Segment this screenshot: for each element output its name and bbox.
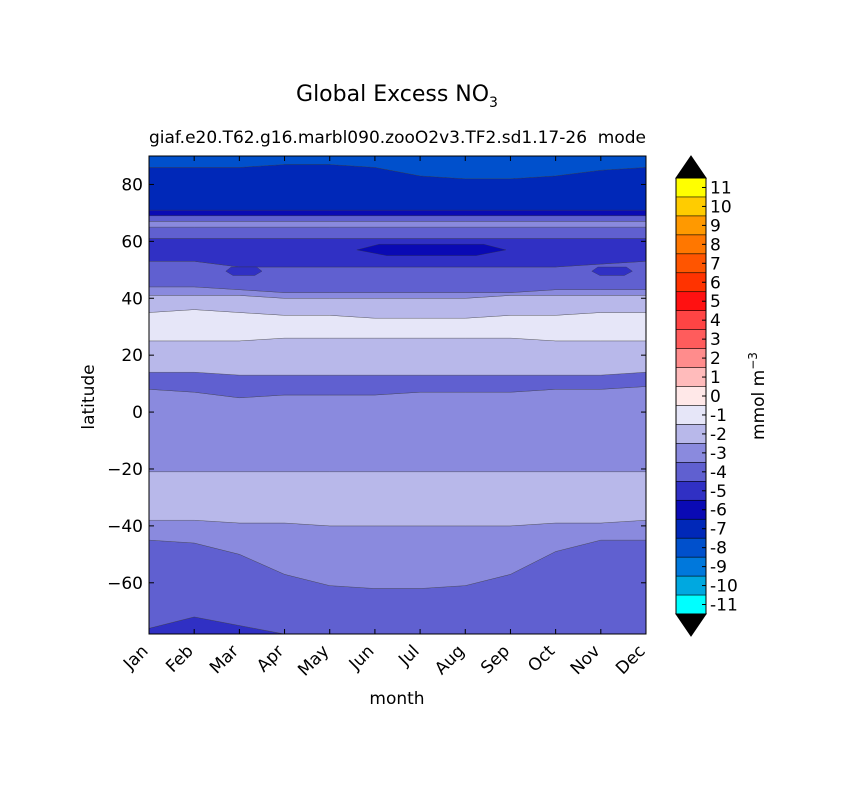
- contour-band-subtropical-north-low: [148, 337, 647, 376]
- contour-patches: [225, 243, 633, 276]
- colorbar-under-arrow: [675, 613, 707, 637]
- x-tick-label: Sep: [477, 641, 514, 678]
- contour-patch-subpolar-spring-lens: [225, 266, 263, 276]
- colorbar-tick-label: 11: [710, 178, 732, 198]
- chart-subtitle-left: giaf.e20.T62.g16.marbl090.zooO2v3.TF2.sd…: [149, 128, 587, 148]
- colorbar-tick-label: 3: [710, 330, 721, 350]
- contour-band-subarctic-transition: [148, 221, 647, 228]
- colorbar-swatch: [675, 424, 707, 444]
- x-tick-label: Jul: [394, 641, 423, 670]
- colorbar-tick-label: -5: [710, 482, 727, 502]
- colorbar-tick-label: -8: [710, 539, 727, 559]
- colorbar-tick-label: 0: [710, 387, 721, 407]
- colorbar-tick-label: 7: [710, 254, 721, 274]
- contour-band-subpolar-upper: [148, 226, 647, 239]
- colorbar-swatch: [675, 215, 707, 236]
- x-tick-label: Aug: [431, 641, 469, 679]
- colorbar-tick-label: 1: [710, 368, 721, 388]
- colorbar-swatch: [675, 272, 707, 293]
- colorbar-tick-label: -9: [710, 558, 727, 578]
- colorbar-tick-label: 5: [710, 292, 721, 312]
- contour-band-subarctic-strip: [148, 209, 647, 217]
- colorbar-swatch: [675, 196, 707, 217]
- y-tick-label: 80: [121, 175, 143, 195]
- colorbar-swatch: [675, 310, 707, 331]
- colorbar-swatch: [675, 499, 707, 520]
- colorbar-swatch: [675, 462, 707, 482]
- y-axis-label: latitude: [79, 364, 99, 429]
- y-tick-label: 60: [121, 232, 143, 252]
- colorbar-label: mmol m−3: [746, 352, 769, 440]
- x-tick-label: Mar: [206, 641, 243, 678]
- plot-frame: [148, 155, 647, 635]
- x-axis-label: month: [369, 689, 424, 709]
- colorbar-label-text: mmol m: [749, 370, 769, 440]
- y-tick-label: 0: [132, 403, 143, 423]
- colorbar-tick-label: 9: [710, 216, 721, 236]
- contour-band-subtropical-south: [148, 471, 647, 527]
- colorbar-swatch: [675, 367, 707, 388]
- colorbar-swatch: [675, 405, 707, 426]
- colorbar-tick-label: 10: [710, 197, 732, 217]
- x-tick-label: Feb: [162, 641, 197, 676]
- colorbar-swatch: [675, 518, 707, 539]
- colorbar-swatch: [675, 594, 707, 615]
- colorbar-swatch: [675, 537, 707, 558]
- x-tick-label: Dec: [612, 641, 649, 678]
- colorbar-label-superscript: −3: [746, 352, 760, 370]
- colorbar-swatch: [675, 177, 707, 198]
- colorbar-tick-label: 4: [710, 311, 721, 331]
- colorbar-swatch: [675, 386, 707, 407]
- chart-title: Global Excess NO3: [296, 82, 498, 111]
- contour-patch-june-core-minimum: [356, 243, 506, 256]
- x-tick-label: Jun: [345, 641, 379, 675]
- colorbar-tick-label: 8: [710, 235, 721, 255]
- colorbar-swatch: [675, 253, 707, 274]
- x-tick-label: Apr: [253, 641, 288, 676]
- chart-title-text: Global Excess NO: [296, 82, 489, 107]
- y-tick-label: 20: [121, 346, 143, 366]
- colorbar-tick-label: -4: [710, 463, 727, 483]
- colorbar-swatch: [675, 443, 707, 463]
- contour-band-subarctic-low: [148, 215, 647, 222]
- colorbar-swatch: [675, 291, 707, 312]
- y-tick-label: −20: [107, 460, 143, 480]
- colorbar-swatch: [675, 575, 707, 596]
- x-tick-label: Oct: [524, 641, 559, 676]
- contour-patch-subpolar-autumn-lens: [591, 266, 633, 276]
- colorbar-swatch: [675, 556, 707, 577]
- colorbar-tick-label: -6: [710, 501, 727, 521]
- y-tick-label: 40: [121, 289, 143, 309]
- colorbar-swatch: [675, 329, 707, 350]
- colorbar-swatches: [675, 177, 707, 615]
- colorbar-swatch: [675, 234, 707, 255]
- colorbar-tick-label: -3: [710, 444, 727, 464]
- y-tick-label: −40: [107, 517, 143, 537]
- colorbar-tick-label: -1: [710, 406, 727, 426]
- y-axis: −60 −40 −20 0 20 40 60 80: [107, 175, 646, 594]
- colorbar-tick-label: -10: [710, 577, 738, 597]
- colorbar-over-arrow: [675, 155, 707, 179]
- colorbar-tick-label: 6: [710, 273, 721, 293]
- colorbar-tick-label: -7: [710, 520, 727, 540]
- x-tick-label: Jan: [119, 641, 152, 674]
- contour-bands: [148, 155, 647, 635]
- contour-band-tropical: [148, 386, 647, 473]
- colorbar-tick-label: -2: [710, 425, 727, 445]
- colorbar-tick-label: 2: [710, 349, 721, 369]
- chart-subtitle-right: mode: [598, 128, 646, 148]
- y-tick-label: −60: [107, 574, 143, 594]
- plot-area: Jan Feb Mar Apr May Jun Jul Aug Sep Oct Nov Dec −60…: [107, 155, 650, 680]
- x-tick-label: Nov: [567, 641, 605, 679]
- colorbar-tick-label: -11: [710, 596, 738, 616]
- colorbar-swatch: [675, 480, 707, 501]
- x-tick-label: May: [294, 641, 333, 680]
- colorbar-swatch: [675, 348, 707, 369]
- chart-title-subscript: 3: [489, 95, 498, 111]
